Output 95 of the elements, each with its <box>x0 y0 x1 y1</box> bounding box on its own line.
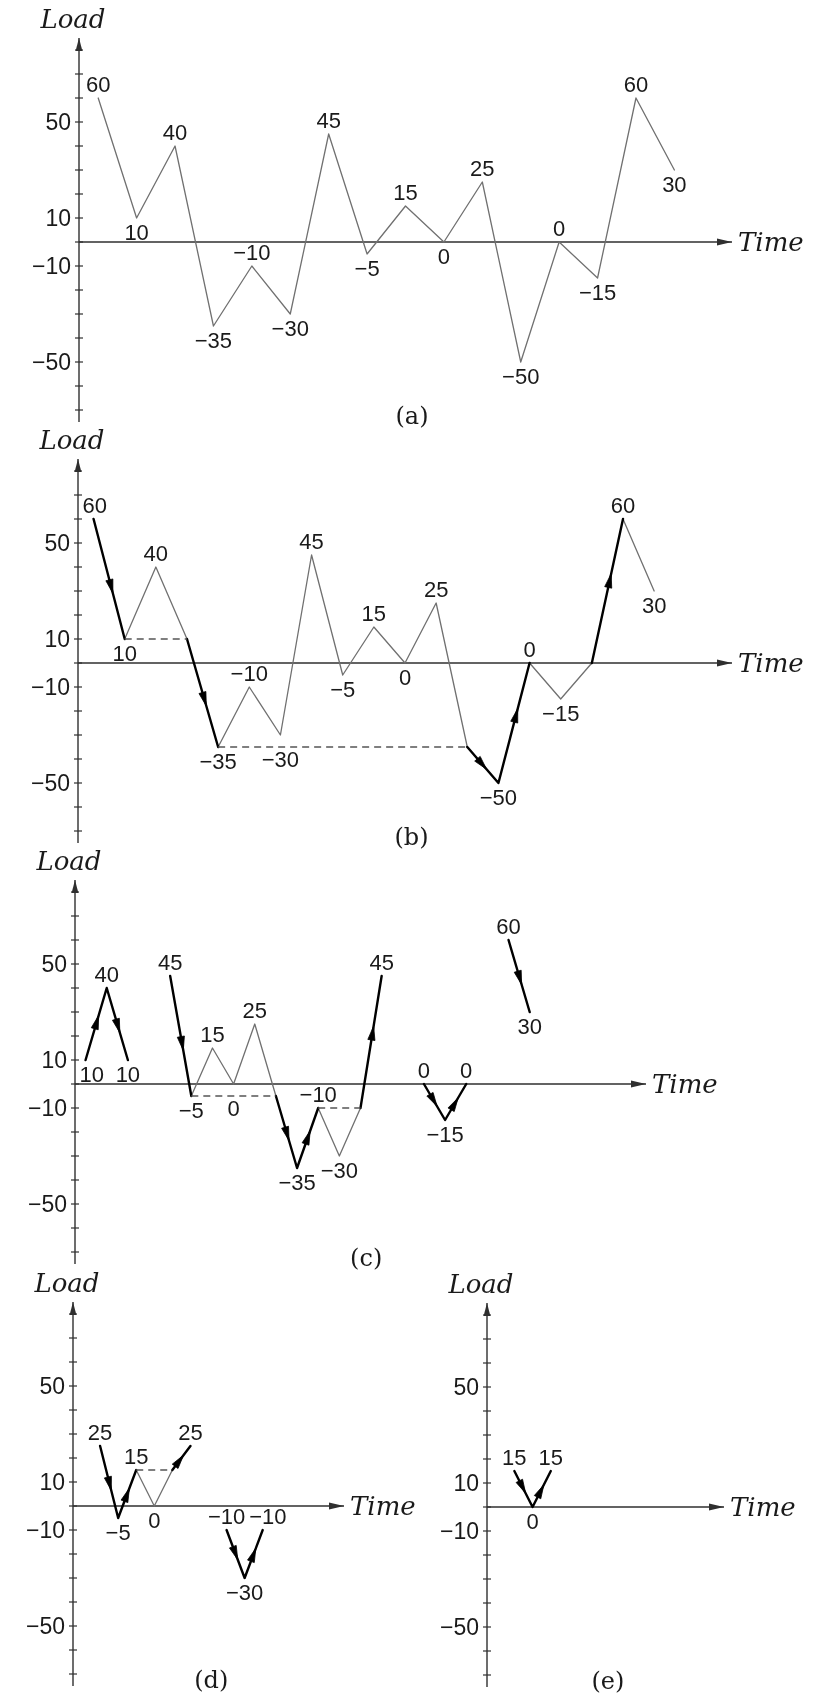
data-label: −50 <box>479 785 518 810</box>
data-label: 15 <box>502 1445 527 1470</box>
data-label: −15 <box>426 1122 464 1147</box>
data-label: 45 <box>157 950 183 975</box>
data-label: 60 <box>623 72 649 97</box>
data-label: 40 <box>162 120 188 145</box>
data-label: 10 <box>124 220 149 245</box>
data-label: −35 <box>278 1170 316 1195</box>
y-tick-label: −10 <box>31 253 71 279</box>
y-tick-label: −50 <box>439 1614 479 1640</box>
data-label: 45 <box>299 529 324 554</box>
y-tick-label: 50 <box>41 951 67 977</box>
data-label: 15 <box>538 1445 564 1470</box>
data-label: −35 <box>199 749 237 774</box>
data-label: −10 <box>230 661 268 686</box>
data-label: 15 <box>123 1444 149 1469</box>
text: (b) <box>394 823 429 851</box>
data-label: −5 <box>178 1098 204 1123</box>
data-label: 0 <box>526 1509 539 1534</box>
data-label: 60 <box>82 493 107 518</box>
y-axis-title: Load <box>35 846 102 876</box>
data-label: 0 <box>460 1058 473 1083</box>
data-label: 15 <box>200 1022 225 1047</box>
data-label: 15 <box>393 180 418 205</box>
x-axis-title: Time <box>652 1069 718 1099</box>
data-label: −5 <box>105 1520 131 1545</box>
text: (e) <box>591 1667 625 1695</box>
data-label: 45 <box>316 108 341 133</box>
data-label: 60 <box>610 493 636 518</box>
data-label: −10 <box>299 1082 337 1107</box>
y-tick-label: 10 <box>453 1470 479 1496</box>
data-label: −5 <box>354 256 380 281</box>
data-label: 15 <box>361 601 387 626</box>
data-label: 60 <box>496 914 521 939</box>
y-tick-label: 50 <box>45 109 71 135</box>
data-label: 0 <box>437 244 451 269</box>
data-label: 30 <box>517 1014 542 1039</box>
data-label: 10 <box>115 1062 141 1087</box>
y-axis-title: Load <box>39 4 106 34</box>
y-axis-title: Load <box>447 1269 514 1299</box>
y-tick-label: −10 <box>27 1095 67 1121</box>
data-label: −50 <box>502 364 540 389</box>
y-tick-label: −50 <box>31 349 71 375</box>
y-tick-label: 50 <box>39 1373 65 1399</box>
data-label: 25 <box>242 998 267 1023</box>
y-axis-title: Load <box>38 425 105 455</box>
data-label: −15 <box>578 280 617 305</box>
x-axis-title: Time <box>738 227 804 257</box>
y-tick-label: −50 <box>30 770 70 796</box>
y-tick-label: 50 <box>44 530 70 556</box>
y-tick-label: −10 <box>439 1518 479 1544</box>
data-label: 0 <box>553 216 566 241</box>
data-label: −10 <box>249 1504 287 1529</box>
data-label: 0 <box>398 665 412 690</box>
data-label: 60 <box>85 72 111 97</box>
data-label: 25 <box>423 577 449 602</box>
data-label: 30 <box>662 172 687 197</box>
y-tick-label: 10 <box>41 1047 67 1073</box>
x-axis-title: Time <box>350 1491 416 1521</box>
data-label: 25 <box>470 156 495 181</box>
data-label: −30 <box>225 1580 264 1605</box>
x-axis-title: Time <box>730 1492 796 1522</box>
data-label: −5 <box>330 677 356 702</box>
data-label: 30 <box>641 593 667 618</box>
data-label: −35 <box>194 328 233 353</box>
y-tick-label: 10 <box>44 626 70 652</box>
data-label: −30 <box>271 316 309 341</box>
data-label: −10 <box>233 240 271 265</box>
data-label: 0 <box>523 637 536 662</box>
y-tick-label: 10 <box>39 1469 65 1495</box>
y-tick-label: −50 <box>25 1613 65 1639</box>
data-label: 0 <box>227 1096 240 1121</box>
data-label: 0 <box>148 1508 161 1533</box>
text: (d) <box>194 1666 229 1694</box>
y-tick-label: −10 <box>25 1517 65 1543</box>
text: (a) <box>395 402 429 430</box>
y-tick-label: 50 <box>453 1374 479 1400</box>
y-tick-label: −10 <box>30 674 70 700</box>
data-label: 25 <box>178 1420 203 1445</box>
data-label: 40 <box>143 541 169 566</box>
y-tick-label: 10 <box>45 205 71 231</box>
data-label: 40 <box>94 962 119 987</box>
data-label: 10 <box>79 1062 104 1087</box>
data-label: 25 <box>87 1420 113 1445</box>
data-label: −15 <box>542 701 580 726</box>
data-label: 10 <box>112 641 137 666</box>
y-axis-title: Load <box>33 1268 100 1298</box>
data-label: 45 <box>369 950 394 975</box>
data-label: 0 <box>417 1058 431 1083</box>
data-label: −30 <box>320 1158 359 1183</box>
data-label: −10 <box>207 1504 246 1529</box>
y-tick-label: −50 <box>27 1191 67 1217</box>
text: (c) <box>350 1244 383 1272</box>
data-label: −30 <box>261 747 300 772</box>
x-axis-title: Time <box>738 648 804 678</box>
